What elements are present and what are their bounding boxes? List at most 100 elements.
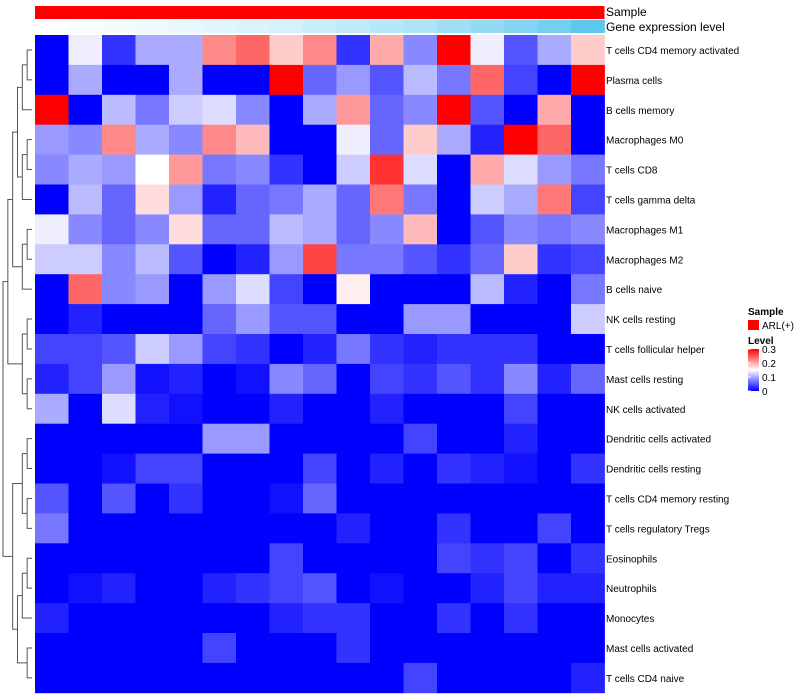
heatmap-cell (35, 453, 69, 484)
heatmap-cell (102, 662, 136, 694)
heatmap-cell (437, 154, 471, 185)
heatmap-cell (470, 154, 505, 185)
heatmap-cell (504, 543, 538, 574)
row-label: Mast cells activated (606, 644, 693, 655)
heatmap-cell (303, 304, 337, 335)
heatmap-cell (571, 64, 605, 96)
gene-expression-cell (35, 20, 69, 33)
heatmap-cell (504, 393, 538, 425)
heatmap-cell (437, 573, 471, 604)
heatmap-cell (68, 154, 103, 185)
heatmap-cell (504, 513, 538, 544)
heatmap-cell (336, 154, 371, 185)
heatmap-cell (236, 363, 270, 395)
heatmap-cell (68, 274, 103, 305)
dendrogram-branch (21, 453, 28, 514)
heatmap-cell (370, 274, 404, 305)
dendrogram-branch (26, 318, 32, 350)
heatmap-cell (437, 184, 471, 215)
heatmap-cell (236, 453, 270, 484)
heatmap-cell (35, 304, 69, 335)
heatmap-cell (169, 35, 203, 66)
heatmap-cell (403, 154, 438, 185)
heatmap-cell (102, 543, 136, 574)
heatmap-cell (236, 573, 270, 604)
heatmap-cell (504, 124, 538, 155)
heatmap-cell (303, 363, 337, 395)
heatmap-cell (470, 274, 505, 305)
heatmap-cell (571, 154, 605, 185)
heatmap-cell (403, 184, 438, 215)
heatmap-cell (571, 453, 605, 484)
dendrogram-branch (26, 557, 32, 589)
dendrogram-branch (26, 438, 32, 470)
heatmap-cell (102, 184, 136, 215)
heatmap-cell (571, 124, 605, 155)
heatmap-cell (236, 214, 270, 245)
heatmap-cell (135, 573, 170, 604)
heatmap-cell (269, 334, 304, 365)
heatmap-cell (202, 94, 237, 126)
heatmap-cell (102, 603, 136, 634)
heatmap-cell (202, 154, 237, 185)
heatmap-cell (303, 393, 337, 425)
heatmap-cell (336, 94, 371, 126)
heatmap-cell (303, 35, 337, 66)
gene-expression-cell (102, 20, 136, 33)
row-label: Macrophages M1 (606, 225, 684, 236)
legend-level-colorbar (748, 349, 759, 391)
heatmap-cell (102, 633, 136, 664)
heatmap-cell (269, 274, 304, 305)
heatmap-cell (403, 483, 438, 514)
heatmap-cell (102, 35, 136, 66)
heatmap-cell (202, 35, 237, 66)
heatmap-cell (370, 154, 404, 185)
heatmap-cell (336, 124, 371, 155)
heatmap-cell (370, 363, 404, 395)
heatmap-cell (35, 662, 69, 694)
heatmap-cell (336, 662, 371, 694)
gene-expression-cell (169, 20, 203, 33)
heatmap-cell (336, 453, 371, 484)
heatmap-cell (537, 274, 572, 305)
legend: Sample ARL(+) Level 0.3 0.2 0.1 0 (748, 307, 794, 398)
heatmap-cells (35, 35, 605, 694)
heatmap-cell (504, 483, 538, 514)
heatmap-cell (102, 64, 136, 96)
row-label: B cells naive (606, 285, 663, 296)
heatmap-cell (571, 573, 605, 604)
heatmap-cell (403, 363, 438, 395)
heatmap-cell (68, 184, 103, 215)
heatmap-cell (35, 35, 69, 66)
heatmap-cell (504, 274, 538, 305)
heatmap-cell (102, 304, 136, 335)
heatmap-cell (437, 214, 471, 245)
heatmap-cell (437, 633, 471, 664)
heatmap-cell (102, 214, 136, 245)
heatmap-cell (571, 214, 605, 245)
gene-expression-cell (437, 20, 471, 33)
heatmap-cell (35, 573, 69, 604)
heatmap-cell (35, 423, 69, 454)
heatmap-cell (370, 483, 404, 514)
heatmap-cell (403, 124, 438, 155)
heatmap-cell (504, 184, 538, 215)
heatmap-cell (303, 573, 337, 604)
heatmap-cell (571, 423, 605, 454)
heatmap-cell (236, 393, 270, 425)
heatmap-cell (370, 35, 404, 66)
dendrogram-branch (2, 281, 13, 557)
heatmap-cell (370, 214, 404, 245)
heatmap-cell (102, 453, 136, 484)
heatmap-cell (403, 662, 438, 694)
heatmap-cell (403, 214, 438, 245)
heatmap-cell (303, 334, 337, 365)
heatmap-cell (437, 363, 471, 395)
heatmap-cell (269, 633, 304, 664)
heatmap-cell (336, 393, 371, 425)
gene-expression-cell (236, 20, 270, 33)
heatmap-cell (269, 244, 304, 275)
heatmap-cell (35, 603, 69, 634)
legend-sample-swatch (748, 320, 759, 330)
heatmap-cell (403, 513, 438, 544)
